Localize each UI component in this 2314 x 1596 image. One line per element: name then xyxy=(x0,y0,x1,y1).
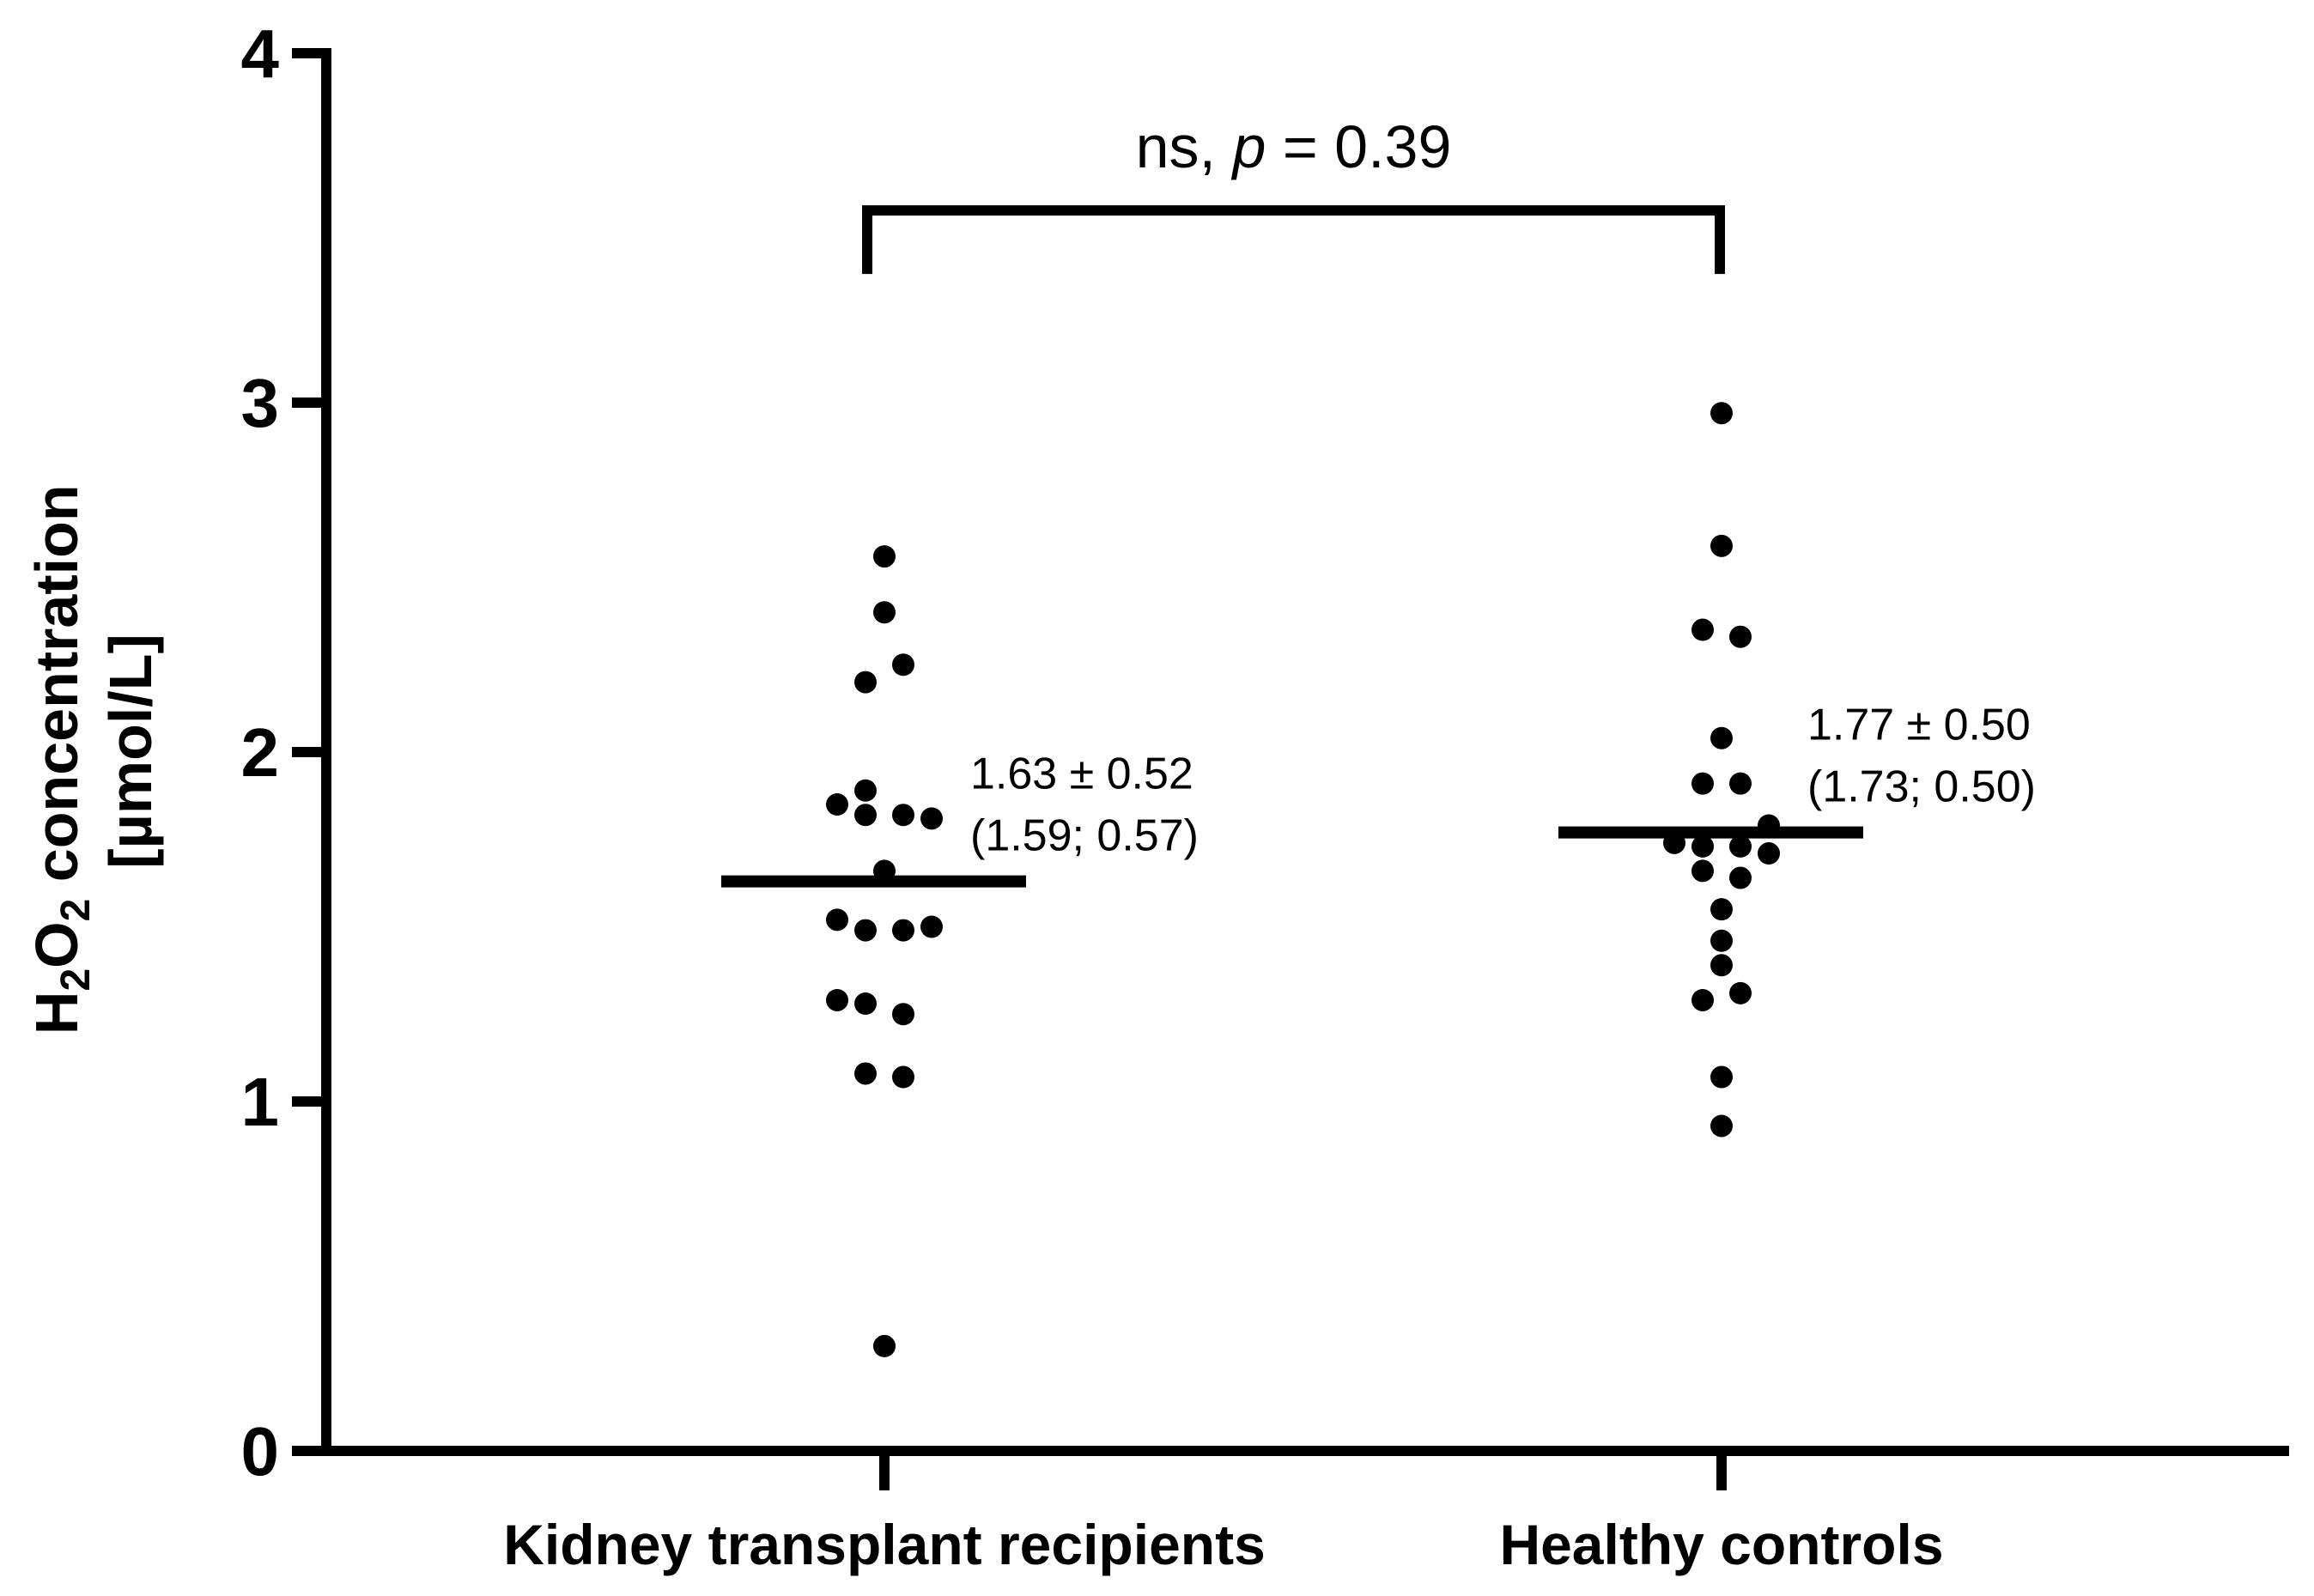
data-point xyxy=(1691,772,1714,795)
significance-bracket-line xyxy=(862,205,1725,275)
data-point xyxy=(1758,842,1780,865)
data-point xyxy=(1691,859,1714,883)
significance-prefix: ns, xyxy=(1136,113,1233,180)
significance-label: ns, p = 0.39 xyxy=(1136,113,1452,180)
data-point xyxy=(920,807,943,830)
y-tick-label: 1 xyxy=(241,1064,280,1140)
y-ticks: 0 1 2 3 4 xyxy=(241,15,326,1490)
y-tick-label: 0 xyxy=(241,1413,280,1490)
data-point xyxy=(1691,618,1714,641)
data-point xyxy=(1691,988,1714,1011)
data-point xyxy=(854,779,877,802)
data-point xyxy=(1710,954,1733,977)
data-point xyxy=(873,601,896,624)
data-point xyxy=(1729,834,1752,858)
data-point xyxy=(826,908,848,932)
data-point xyxy=(1729,772,1752,795)
group-healthy-controls: 1.77 ± 0.50 (1.73; 0.50) xyxy=(1558,402,2036,1138)
data-point xyxy=(1729,866,1752,889)
significance-suffix: = 0.39 xyxy=(1266,113,1451,180)
data-point xyxy=(1710,726,1733,749)
data-point xyxy=(873,545,896,568)
y-tick-label: 4 xyxy=(241,15,280,92)
y-axis-title: H2O2 concentration [µmol/L] xyxy=(23,468,164,1035)
data-point xyxy=(892,1065,914,1089)
data-point xyxy=(1729,625,1752,648)
y-axis-title-rest: concentration xyxy=(23,484,90,898)
data-point xyxy=(1710,402,1733,425)
mean-annotation-line1: 1.77 ± 0.50 xyxy=(1807,701,2031,750)
y-axis-title-sub2: 2 xyxy=(53,899,99,922)
data-point xyxy=(1710,898,1733,921)
data-point xyxy=(854,1062,877,1085)
data-point xyxy=(1710,1065,1733,1089)
data-point xyxy=(1710,929,1733,952)
data-point xyxy=(854,919,877,942)
data-point xyxy=(892,919,914,942)
data-point xyxy=(873,1334,896,1357)
mean-annotation-line1: 1.63 ± 0.52 xyxy=(970,749,1193,799)
x-category-label: Healthy controls xyxy=(1499,1513,1943,1576)
y-axis-title-unit: [µmol/L] xyxy=(97,634,164,869)
data-point xyxy=(854,671,877,694)
y-axis-title-o: O xyxy=(23,921,90,968)
data-point xyxy=(892,653,914,677)
data-point xyxy=(854,804,877,827)
x-ticks: Kidney transplant recipients Healthy cont… xyxy=(503,1451,1944,1576)
data-point xyxy=(826,793,848,816)
mean-annotation-line2: (1.73; 0.50) xyxy=(1807,762,2036,812)
y-axis-title-line1: H2O2 concentration xyxy=(23,484,99,1035)
data-point xyxy=(826,988,848,1011)
data-point xyxy=(892,804,914,827)
data-point xyxy=(892,1003,914,1026)
mean-annotation-line2: (1.59; 0.57) xyxy=(970,811,1199,861)
data-point xyxy=(854,992,877,1016)
y-axis-title-h: H xyxy=(23,992,90,1035)
group-kidney-transplant-recipients: 1.63 ± 0.52 (1.59; 0.57) xyxy=(721,545,1199,1357)
y-tick-label: 3 xyxy=(241,365,280,441)
data-groups: 1.63 ± 0.52 (1.59; 0.57) 1.77 ± 0.50 (1.73;… xyxy=(721,402,2036,1357)
significance-bracket xyxy=(862,205,1725,275)
x-category-label: Kidney transplant recipients xyxy=(503,1513,1266,1576)
axes xyxy=(321,48,2289,1456)
y-tick-label: 2 xyxy=(241,714,280,791)
y-axis-title-sub1: 2 xyxy=(53,968,99,992)
data-point xyxy=(1710,534,1733,557)
data-point xyxy=(1729,981,1752,1004)
significance-p: p xyxy=(1230,113,1266,180)
data-point xyxy=(1691,834,1714,858)
data-point xyxy=(1710,1114,1733,1138)
data-point xyxy=(920,915,943,938)
